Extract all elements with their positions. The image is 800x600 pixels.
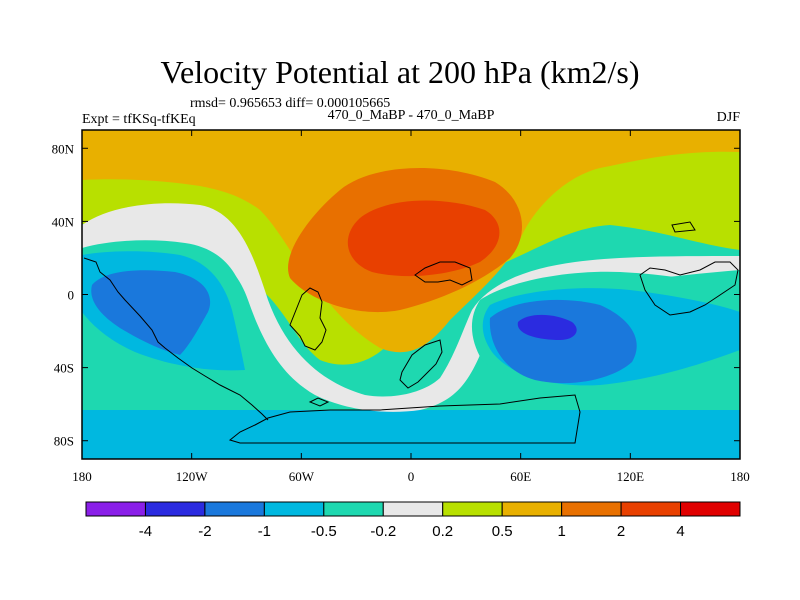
coast-island-1 (308, 397, 330, 407)
x-tick-label: 0 (408, 469, 415, 484)
coast-pacific-west (83, 257, 269, 421)
colorbar-label: 0.2 (432, 523, 453, 540)
colorbar-box (680, 501, 741, 517)
x-axis: 180 120W 60W 0 60E 120E 180 (72, 130, 750, 484)
region-positive-core (347, 200, 500, 277)
contour-map (82, 130, 740, 459)
colorbar-box (323, 501, 384, 517)
x-tick-label: 180 (72, 469, 92, 484)
colorbar-label: 1 (557, 523, 565, 540)
y-tick-label: 80S (54, 434, 74, 449)
x-tick-label: 120W (176, 469, 209, 484)
y-tick-label: 40N (52, 214, 75, 229)
colorbar-box (382, 501, 444, 517)
colorbar-box (263, 501, 325, 517)
colorbar-box (144, 501, 206, 517)
colorbar-label: 4 (676, 523, 684, 540)
coast-australia (639, 261, 739, 316)
region-south-band (82, 410, 740, 459)
region-neg-east-core (517, 314, 577, 340)
colorbar-box (561, 501, 622, 517)
stats-line: rmsd= 0.965653 diff= 0.000105665 (190, 96, 391, 111)
y-axis: 80N 40N 0 40S 80S (52, 141, 740, 449)
region-neg-west-blue (91, 270, 211, 355)
right-string: DJF (716, 110, 740, 125)
coast-north-africa (414, 261, 473, 286)
colorbar-label: -0.5 (311, 523, 337, 540)
coast-south-america (289, 287, 327, 351)
colorbar-box (442, 501, 503, 517)
colorbar-label: -4 (139, 523, 152, 540)
coastlines (83, 221, 739, 444)
chart-title: Velocity Potential at 200 hPa (km2/s) (160, 54, 640, 90)
center-string: 470_0_MaBP - 470_0_MaBP (327, 108, 495, 123)
x-tick-label: 120E (617, 469, 645, 484)
x-tick-label: 180 (730, 469, 750, 484)
colorbar-box (501, 501, 563, 517)
colorbar-label: 0.5 (492, 523, 513, 540)
colorbar-box (204, 501, 265, 517)
colorbar-label: 2 (617, 523, 625, 540)
coast-antarctica (228, 394, 581, 444)
colorbar-label: -0.2 (370, 523, 396, 540)
region-ne-green (630, 157, 740, 200)
x-tick-label: 60E (510, 469, 531, 484)
colorbar-label: -2 (198, 523, 211, 540)
y-tick-label: 40S (54, 361, 74, 376)
colorbar-box (620, 501, 682, 517)
coast-africa (399, 339, 443, 389)
left-string: Expt = tfKSq-tfKEq (82, 112, 196, 127)
colorbar-label: -1 (258, 523, 271, 540)
y-tick-label: 80N (52, 141, 75, 156)
colorbar-box (85, 501, 146, 517)
x-tick-label: 60W (289, 469, 315, 484)
coast-island-2 (671, 221, 696, 233)
y-tick-label: 0 (68, 288, 75, 303)
region-zero-band (82, 203, 740, 412)
colorbar: -4 -2 -1 -0.5 -0.2 0.2 0.5 1 2 4 (85, 501, 741, 540)
